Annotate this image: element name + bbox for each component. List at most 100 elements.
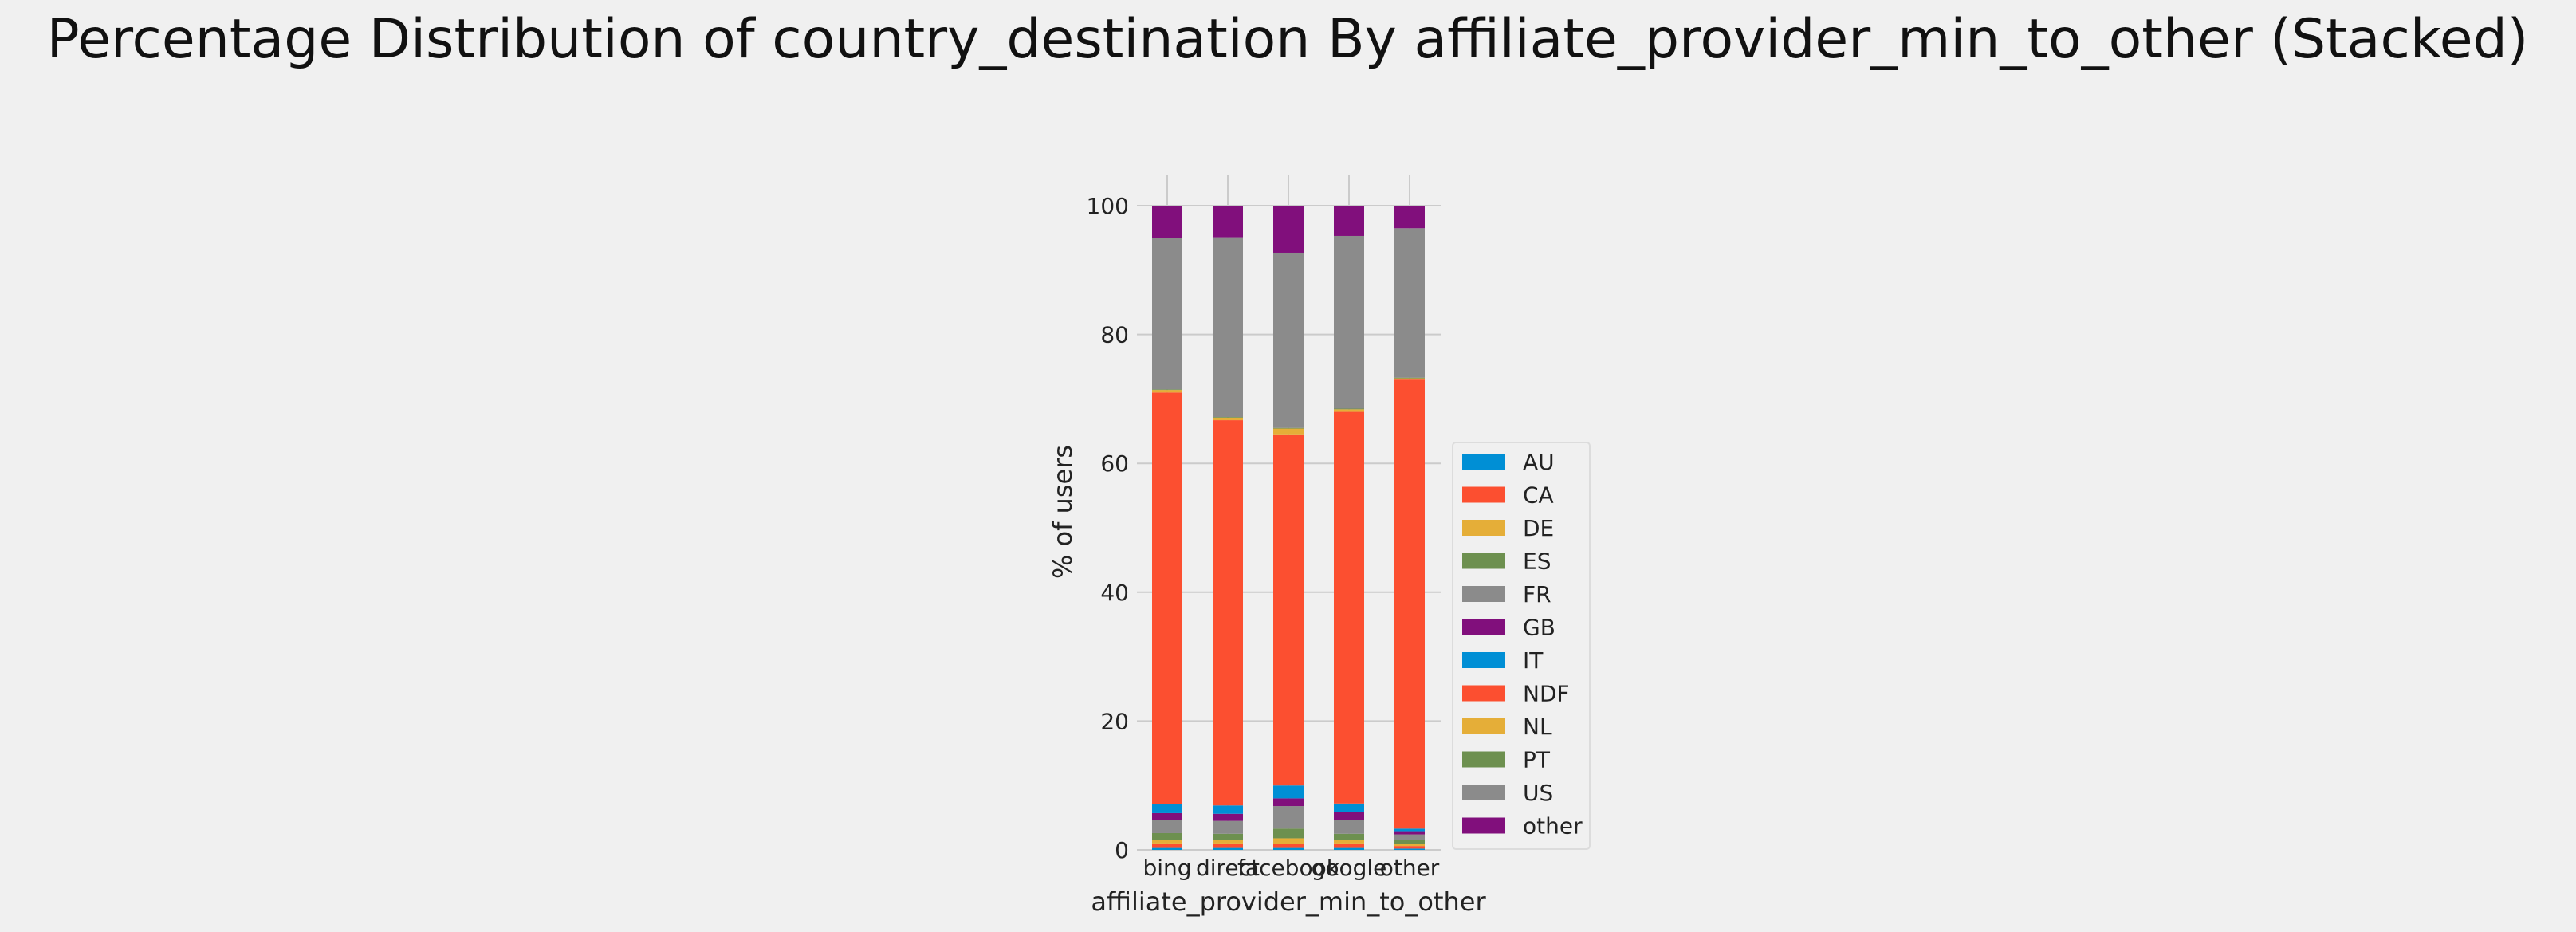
legend-swatch-PT — [1462, 751, 1505, 768]
legend-swatch-DE — [1462, 520, 1505, 536]
x-axis-label: affiliate_provider_min_to_other — [1091, 887, 1486, 917]
bar-segment-other-AU — [1394, 848, 1425, 850]
bar-segment-facebook-ES — [1273, 828, 1304, 839]
x-tick-label: other — [1380, 855, 1440, 881]
chart-title: Percentage Distribution of country_desti… — [47, 8, 2529, 71]
bar-segment-facebook-DE — [1273, 838, 1304, 844]
bar-segment-other-NL — [1394, 378, 1425, 380]
bar-segment-bing-AU — [1152, 847, 1182, 850]
legend-label-CA: CA — [1523, 482, 1554, 509]
bar-segment-other-PT — [1394, 377, 1425, 379]
bar-segment-other-IT — [1394, 828, 1425, 832]
bar-segment-other-other — [1394, 206, 1425, 229]
bar-segment-direct-US — [1213, 237, 1243, 418]
bar-segment-direct-CA — [1213, 843, 1243, 848]
legend-swatch-GB — [1462, 619, 1505, 635]
bar-segment-google-DE — [1334, 840, 1364, 844]
bar-segment-bing-IT — [1152, 804, 1182, 813]
y-tick-label: 100 — [1087, 193, 1129, 219]
legend-label-PT: PT — [1523, 747, 1551, 773]
bar-segment-google-AU — [1334, 847, 1364, 850]
bar-segment-bing-GB — [1152, 812, 1182, 820]
bar-segment-facebook-AU — [1273, 847, 1304, 850]
bar-segment-other-DE — [1394, 844, 1425, 847]
bar-segment-bing-US — [1152, 238, 1182, 390]
legend-label-AU: AU — [1523, 449, 1555, 475]
x-tick-label: direct — [1196, 855, 1260, 881]
legend-label-NDF: NDF — [1523, 681, 1570, 707]
bar-segment-facebook-GB — [1273, 798, 1304, 807]
legend-label-IT: IT — [1523, 647, 1544, 674]
bar-segment-direct-ES — [1213, 833, 1243, 840]
bar-segment-direct-IT — [1213, 805, 1243, 814]
bar-segment-facebook-NDF — [1273, 434, 1304, 786]
y-tick-label: 80 — [1100, 322, 1129, 348]
x-tick-label: bing — [1142, 855, 1191, 881]
bar-segment-bing-PT — [1152, 389, 1182, 391]
bar-segment-facebook-US — [1273, 252, 1304, 428]
legend-box — [1452, 442, 1591, 850]
legend-label-GB: GB — [1523, 615, 1555, 641]
bar-segment-bing-NDF — [1152, 392, 1182, 804]
bar-segment-google-ES — [1334, 833, 1364, 840]
bar-segment-google-NDF — [1334, 411, 1364, 804]
bar-segment-direct-AU — [1213, 847, 1243, 850]
bar-segment-google-other — [1334, 206, 1364, 236]
bar-segment-google-PT — [1334, 408, 1364, 410]
bar-segment-other-CA — [1394, 846, 1425, 849]
bar-segment-facebook-other — [1273, 206, 1304, 253]
bar-segment-google-US — [1334, 235, 1364, 409]
bar-segment-facebook-FR — [1273, 806, 1304, 829]
bar-segment-direct-other — [1213, 206, 1243, 238]
bar-segment-other-ES — [1394, 840, 1425, 844]
x-tick-label: facebook — [1237, 855, 1340, 881]
legend-label-other: other — [1523, 813, 1583, 840]
legend-swatch-FR — [1462, 586, 1505, 602]
bar-segment-bing-CA — [1152, 843, 1182, 848]
y-axis-label: % of users — [1048, 445, 1078, 579]
legend-swatch-ES — [1462, 553, 1505, 569]
bar-segment-facebook-NL — [1273, 428, 1304, 435]
y-tick-label: 40 — [1100, 580, 1129, 606]
legend-label-DE: DE — [1523, 515, 1554, 541]
bar-segment-other-GB — [1394, 831, 1425, 835]
legend-swatch-NL — [1462, 718, 1505, 734]
legend-swatch-US — [1462, 785, 1505, 800]
bar-segment-bing-NL — [1152, 390, 1182, 393]
bar-segment-google-FR — [1334, 820, 1364, 834]
bar-segment-google-NL — [1334, 409, 1364, 412]
bar-segment-other-NDF — [1394, 379, 1425, 829]
bar-segment-direct-NDF — [1213, 420, 1243, 806]
legend-swatch-AU — [1462, 454, 1505, 470]
bar-segment-other-FR — [1394, 834, 1425, 840]
legend: AU CA DE ES FR GB IT NDF NL PT US other — [1452, 442, 1591, 850]
legend-swatch-NDF — [1462, 685, 1505, 702]
bar-segment-facebook-IT — [1273, 785, 1304, 799]
legend-swatch-other — [1462, 817, 1505, 834]
legend-label-FR: FR — [1523, 581, 1551, 608]
bar-segment-facebook-PT — [1273, 427, 1304, 429]
bar-segment-direct-PT — [1213, 417, 1243, 418]
bar-segment-google-IT — [1334, 803, 1364, 812]
y-tick-label: 20 — [1100, 708, 1129, 734]
bar-segment-bing-FR — [1152, 820, 1182, 833]
legend-swatch-CA — [1462, 486, 1505, 503]
legend-label-NL: NL — [1523, 714, 1552, 740]
bar-segment-direct-GB — [1213, 813, 1243, 821]
bar-segment-other-US — [1394, 228, 1425, 378]
legend-swatch-IT — [1462, 652, 1505, 668]
y-tick-label: 0 — [1115, 837, 1129, 863]
bars — [1152, 206, 1425, 850]
y-axis-ticks: 0 20 40 60 80 100 — [1087, 193, 1129, 863]
bar-segment-direct-FR — [1213, 820, 1243, 834]
bar-segment-direct-NL — [1213, 417, 1243, 421]
bar-segment-direct-DE — [1213, 840, 1243, 844]
legend-label-US: US — [1523, 780, 1553, 806]
bar-segment-google-GB — [1334, 812, 1364, 820]
x-tick-label: google — [1312, 855, 1387, 881]
bar-segment-bing-ES — [1152, 832, 1182, 840]
bar-segment-google-CA — [1334, 843, 1364, 848]
legend-label-ES: ES — [1523, 549, 1551, 575]
